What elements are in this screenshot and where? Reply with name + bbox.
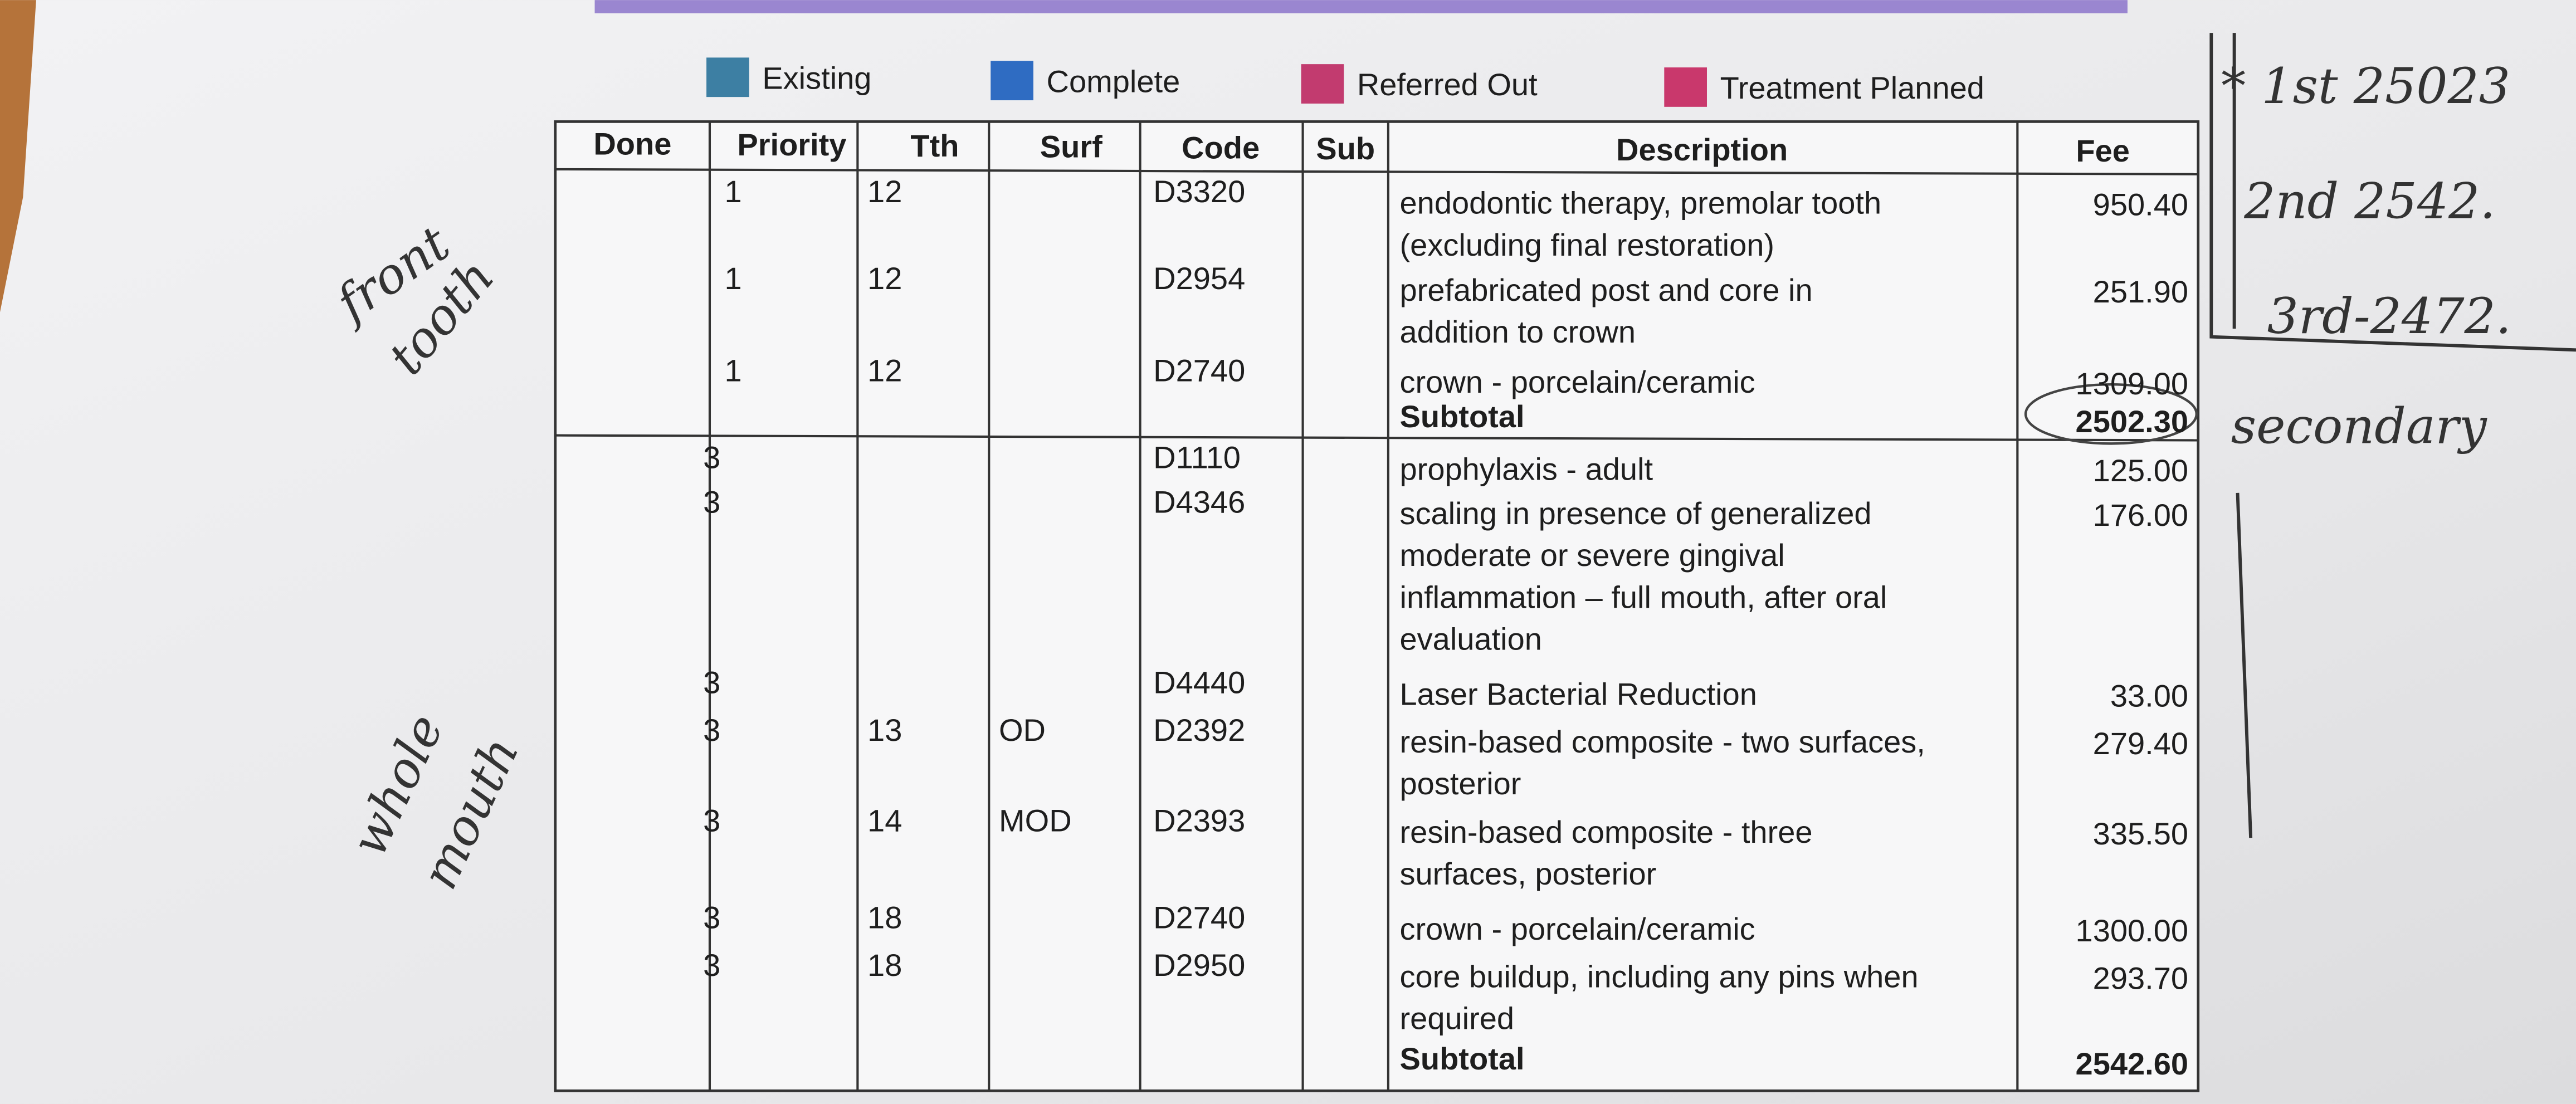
group-rule xyxy=(555,434,2198,442)
priority: 3 xyxy=(703,900,720,935)
priority: 1 xyxy=(724,174,741,209)
tooth: 12 xyxy=(867,174,902,209)
tooth: 12 xyxy=(867,261,902,296)
description: evaluation xyxy=(1400,622,1542,657)
fee: 1300.00 xyxy=(2076,913,2188,948)
description: posterior xyxy=(1400,766,1521,801)
wood-edge xyxy=(0,0,36,312)
description: crown - porcelain/ceramic xyxy=(1400,364,1755,399)
fee: 251.90 xyxy=(2093,274,2188,309)
priority: 1 xyxy=(724,353,741,388)
surface: MOD xyxy=(999,803,1072,838)
legend-label: Referred Out xyxy=(1357,67,1538,102)
tooth: 14 xyxy=(867,803,902,838)
priority: 3 xyxy=(703,947,720,983)
code: D2740 xyxy=(1153,353,1245,388)
subtotal: 2542.60 xyxy=(2076,1046,2188,1081)
code: D2392 xyxy=(1153,712,1245,748)
code: D1110 xyxy=(1153,440,1241,475)
column-header: Tth xyxy=(910,128,959,163)
legend-swatch xyxy=(1301,64,1344,104)
priority: 3 xyxy=(703,803,720,838)
priority: 3 xyxy=(703,440,720,475)
subtotal: 2502.30 xyxy=(2076,404,2188,439)
description: crown - porcelain/ceramic xyxy=(1400,911,1755,946)
column-header: Code xyxy=(1182,130,1260,165)
description: prefabricated post and core in xyxy=(1400,272,1813,307)
description: endodontic therapy, premolar tooth xyxy=(1400,185,1882,221)
tooth: 12 xyxy=(867,353,902,388)
surface: OD xyxy=(999,712,1046,748)
hand-circle xyxy=(2024,383,2198,445)
hand-note: 3rd-2472. xyxy=(2267,287,2511,345)
description: resin-based composite - three xyxy=(1400,814,1813,849)
hand-note: 2nd 2542. xyxy=(2243,173,2495,230)
legend-label: Existing xyxy=(762,60,871,95)
description: inflammation – full mouth, after oral xyxy=(1400,579,1887,614)
content: Existing Complete Referred Out Treatment Pl… xyxy=(323,57,2511,1091)
description: scaling in presence of generalized xyxy=(1400,496,1872,531)
fee: 33.00 xyxy=(2110,678,2188,713)
subtotal-label: Subtotal xyxy=(1400,399,1525,434)
legend-swatch xyxy=(706,57,749,97)
hand-note: secondary xyxy=(2231,398,2487,455)
column-header: Surf xyxy=(1040,129,1102,164)
code: D2393 xyxy=(1153,803,1245,838)
description: addition to crown xyxy=(1400,314,1636,349)
column-header: Fee xyxy=(2076,133,2130,168)
fee: 279.40 xyxy=(2093,726,2188,761)
code: D2954 xyxy=(1153,261,1245,296)
fee: 335.50 xyxy=(2093,816,2188,851)
description: (excluding final restoration) xyxy=(1400,227,1775,262)
column-header: Sub xyxy=(1316,131,1375,166)
table-frame xyxy=(554,120,2200,1092)
description: Laser Bacterial Reduction xyxy=(1400,676,1757,711)
fee: 293.70 xyxy=(2093,960,2188,995)
subtotal-label: Subtotal xyxy=(1400,1041,1525,1076)
code: D2740 xyxy=(1153,900,1245,935)
fee: 950.40 xyxy=(2093,187,2188,222)
tooth: 13 xyxy=(867,712,902,748)
tooth: 18 xyxy=(867,947,902,983)
description: resin-based composite - two surfaces, xyxy=(1400,724,1925,759)
fee: 125.00 xyxy=(2093,453,2188,488)
legend-swatch xyxy=(991,61,1033,101)
hand-line xyxy=(2236,492,2253,838)
description: moderate or severe gingival xyxy=(1400,538,1785,573)
priority: 3 xyxy=(703,665,720,700)
description: surfaces, posterior xyxy=(1400,856,1657,891)
priority: 3 xyxy=(703,484,720,519)
priority: 1 xyxy=(724,261,741,296)
column-header: Priority xyxy=(737,127,846,162)
column-header: Description xyxy=(1616,132,1788,167)
top-bar xyxy=(594,0,2128,13)
description: prophylaxis - adult xyxy=(1400,451,1653,486)
priority: 3 xyxy=(703,712,720,748)
legend-swatch xyxy=(1664,67,1707,107)
legend-label: Treatment Planned xyxy=(1720,70,1984,105)
hand-note: * 1st 25023 xyxy=(2221,57,2510,115)
hand-box xyxy=(2209,33,2576,352)
legend-label: Complete xyxy=(1047,63,1180,99)
fee: 176.00 xyxy=(2093,497,2188,533)
description: core buildup, including any pins when xyxy=(1400,959,1919,994)
code: D2950 xyxy=(1153,947,1245,983)
description: required xyxy=(1400,1001,1515,1036)
column-header: Done xyxy=(593,126,671,161)
code: D3320 xyxy=(1153,174,1245,209)
fee: 1309.00 xyxy=(2076,366,2188,401)
header-rule xyxy=(555,168,2198,175)
code: D4440 xyxy=(1153,665,1245,700)
code: D4346 xyxy=(1153,484,1245,519)
tooth: 18 xyxy=(867,900,902,935)
